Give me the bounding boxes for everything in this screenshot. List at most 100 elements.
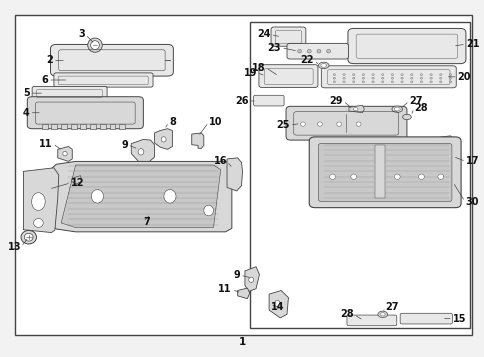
Polygon shape xyxy=(131,139,154,162)
Ellipse shape xyxy=(410,77,412,79)
Ellipse shape xyxy=(410,74,412,76)
Text: 3: 3 xyxy=(78,30,85,40)
Text: 15: 15 xyxy=(452,313,466,323)
Text: 9: 9 xyxy=(121,140,128,150)
Text: 22: 22 xyxy=(300,55,314,65)
Ellipse shape xyxy=(342,74,345,76)
Text: 8: 8 xyxy=(168,117,176,127)
Bar xyxy=(109,125,115,129)
FancyBboxPatch shape xyxy=(286,106,406,140)
Ellipse shape xyxy=(91,190,103,203)
Ellipse shape xyxy=(352,74,354,76)
Ellipse shape xyxy=(91,41,99,50)
Ellipse shape xyxy=(381,81,383,83)
FancyBboxPatch shape xyxy=(258,65,318,87)
Ellipse shape xyxy=(400,81,403,83)
Text: 19: 19 xyxy=(243,67,257,77)
Ellipse shape xyxy=(138,149,144,155)
Polygon shape xyxy=(58,146,72,161)
Ellipse shape xyxy=(164,190,176,203)
Ellipse shape xyxy=(33,218,43,227)
Ellipse shape xyxy=(297,49,301,53)
Polygon shape xyxy=(244,267,259,292)
Ellipse shape xyxy=(88,38,102,52)
Ellipse shape xyxy=(317,122,322,126)
Text: 2: 2 xyxy=(46,55,53,65)
Ellipse shape xyxy=(161,137,166,142)
Ellipse shape xyxy=(329,174,334,179)
Text: 28: 28 xyxy=(339,310,353,320)
Ellipse shape xyxy=(333,81,335,83)
Polygon shape xyxy=(23,168,59,232)
Ellipse shape xyxy=(410,81,412,83)
Polygon shape xyxy=(51,161,231,232)
Text: 30: 30 xyxy=(464,197,478,207)
Text: 25: 25 xyxy=(276,120,289,130)
FancyBboxPatch shape xyxy=(347,29,465,64)
Text: 27: 27 xyxy=(408,96,422,106)
Ellipse shape xyxy=(429,77,431,79)
Ellipse shape xyxy=(393,174,399,179)
Ellipse shape xyxy=(400,77,403,79)
Ellipse shape xyxy=(203,205,213,216)
Polygon shape xyxy=(191,133,203,148)
Ellipse shape xyxy=(402,114,410,120)
Text: 24: 24 xyxy=(257,30,270,40)
Text: 23: 23 xyxy=(267,42,281,52)
Text: 18: 18 xyxy=(252,62,265,72)
Bar xyxy=(375,145,384,198)
Ellipse shape xyxy=(248,277,253,282)
FancyBboxPatch shape xyxy=(50,44,173,76)
Ellipse shape xyxy=(391,81,393,83)
Ellipse shape xyxy=(355,122,360,126)
Bar xyxy=(100,125,106,129)
FancyBboxPatch shape xyxy=(399,313,452,324)
Ellipse shape xyxy=(362,77,364,79)
Ellipse shape xyxy=(418,174,424,179)
Ellipse shape xyxy=(318,62,328,69)
Ellipse shape xyxy=(448,77,451,79)
Text: 20: 20 xyxy=(457,72,470,82)
Ellipse shape xyxy=(391,74,393,76)
Ellipse shape xyxy=(439,81,441,83)
Ellipse shape xyxy=(326,49,330,53)
Ellipse shape xyxy=(342,77,345,79)
Ellipse shape xyxy=(24,233,33,241)
Text: 14: 14 xyxy=(270,302,284,312)
Text: 9: 9 xyxy=(233,270,240,280)
Ellipse shape xyxy=(371,77,374,79)
Text: 7: 7 xyxy=(143,217,150,227)
Ellipse shape xyxy=(333,74,335,76)
Polygon shape xyxy=(154,129,172,149)
Ellipse shape xyxy=(439,77,441,79)
Text: 1: 1 xyxy=(239,337,245,347)
Ellipse shape xyxy=(381,77,383,79)
Polygon shape xyxy=(237,288,249,299)
Ellipse shape xyxy=(333,77,335,79)
Ellipse shape xyxy=(448,81,451,83)
Text: 4: 4 xyxy=(23,108,30,118)
Ellipse shape xyxy=(21,230,36,244)
Ellipse shape xyxy=(448,74,451,76)
Text: 11: 11 xyxy=(218,285,231,295)
FancyBboxPatch shape xyxy=(271,27,305,46)
Bar xyxy=(249,22,469,328)
Ellipse shape xyxy=(300,122,305,126)
Text: 11: 11 xyxy=(39,139,53,149)
Ellipse shape xyxy=(419,74,422,76)
Ellipse shape xyxy=(429,74,431,76)
Ellipse shape xyxy=(350,174,356,179)
Ellipse shape xyxy=(342,81,345,83)
Ellipse shape xyxy=(352,108,357,111)
FancyBboxPatch shape xyxy=(287,43,348,59)
Text: 29: 29 xyxy=(329,96,342,106)
Bar xyxy=(80,125,86,129)
Ellipse shape xyxy=(362,81,364,83)
Text: 10: 10 xyxy=(208,117,222,127)
Ellipse shape xyxy=(377,311,387,317)
FancyBboxPatch shape xyxy=(321,66,455,88)
Ellipse shape xyxy=(352,81,354,83)
FancyBboxPatch shape xyxy=(346,315,396,326)
Ellipse shape xyxy=(336,122,341,126)
Polygon shape xyxy=(61,165,220,227)
